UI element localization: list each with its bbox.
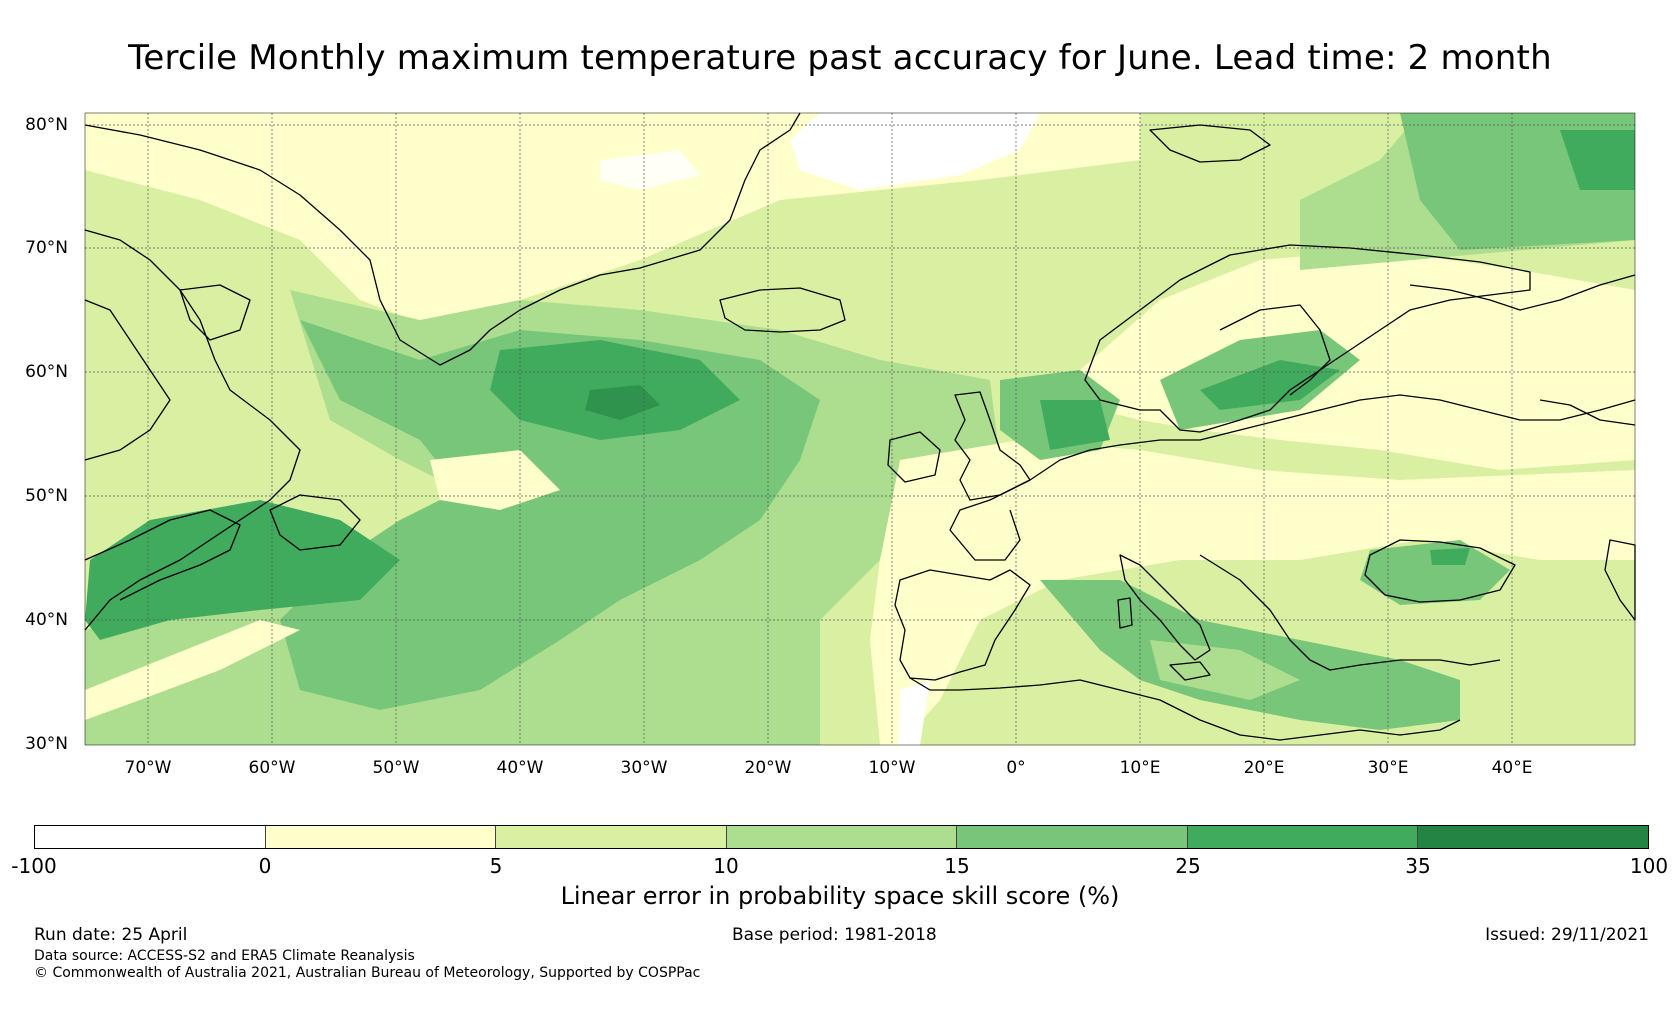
colorbar-tick: 100 — [1629, 854, 1669, 878]
colorbar-segment — [265, 826, 497, 848]
copyright: © Commonwealth of Australia 2021, Austra… — [34, 965, 701, 981]
run-date: Run date: 25 April — [34, 925, 188, 945]
colorbar-segment — [496, 826, 727, 848]
lat-label-40n: 40°N — [25, 610, 68, 630]
lon-label-70w: 70°W — [124, 758, 172, 778]
scandinavia-coast — [1084, 244, 1531, 433]
colorbar-tick: -100 — [11, 854, 57, 878]
colorbar — [34, 825, 1649, 849]
north-africa-coast — [909, 677, 1461, 741]
colorbar-tick: 25 — [1175, 854, 1201, 878]
lon-label-20w: 20°W — [744, 758, 792, 778]
lon-label-0: 0° — [1006, 758, 1026, 778]
lon-label-50w: 50°W — [372, 758, 420, 778]
lon-label-30w: 30°W — [620, 758, 668, 778]
lon-label-40w: 40°W — [496, 758, 544, 778]
colorbar-segment — [1418, 826, 1649, 848]
balkans-coast — [1199, 554, 1501, 671]
colorbar-segment — [1187, 826, 1419, 848]
colorbar-label: Linear error in probability space skill … — [560, 882, 1120, 910]
newfoundland-coast — [269, 494, 361, 551]
lat-label-80n: 80°N — [25, 115, 68, 135]
data-source: Data source: ACCESS-S2 and ERA5 Climate … — [34, 948, 415, 964]
lon-label-10e: 10°E — [1119, 758, 1161, 778]
lat-label-70n: 70°N — [25, 238, 68, 258]
italy-coast — [1119, 554, 1211, 661]
colorbar-tick: 15 — [944, 854, 970, 878]
skill-score-map — [84, 112, 1636, 746]
base-period: Base period: 1981-2018 — [732, 925, 937, 945]
colorbar-segment — [726, 826, 958, 848]
colorbar-segment — [957, 826, 1188, 848]
lon-label-10w: 10°W — [868, 758, 916, 778]
lat-label-50n: 50°N — [25, 486, 68, 506]
map-title: Tercile Monthly maximum temperature past… — [128, 38, 1552, 78]
greenland-coast — [84, 112, 801, 366]
lat-label-60n: 60°N — [25, 362, 68, 382]
colorbar-tick: 35 — [1405, 854, 1431, 878]
iceland-coast — [719, 287, 846, 333]
lon-label-30e: 30°E — [1367, 758, 1409, 778]
colorbar-tick: 0 — [258, 854, 272, 878]
europe-coast — [1029, 394, 1636, 481]
coastlines — [84, 112, 1636, 741]
lat-label-30n: 30°N — [25, 734, 68, 754]
colorbar-tick: 5 — [489, 854, 503, 878]
labrador-coast — [84, 229, 301, 631]
iberia-coast — [894, 569, 1031, 681]
skill-field — [85, 113, 1635, 745]
lon-label-40e: 40°E — [1491, 758, 1533, 778]
issued-date: Issued: 29/11/2021 — [1485, 925, 1649, 945]
graticule — [85, 113, 1635, 745]
colorbar-segment — [35, 826, 266, 848]
lon-label-20e: 20°E — [1243, 758, 1285, 778]
black-sea-coast — [1364, 539, 1516, 603]
colorbar-tick: 10 — [713, 854, 739, 878]
ireland-coast — [887, 431, 941, 483]
lon-label-60w: 60°W — [248, 758, 296, 778]
